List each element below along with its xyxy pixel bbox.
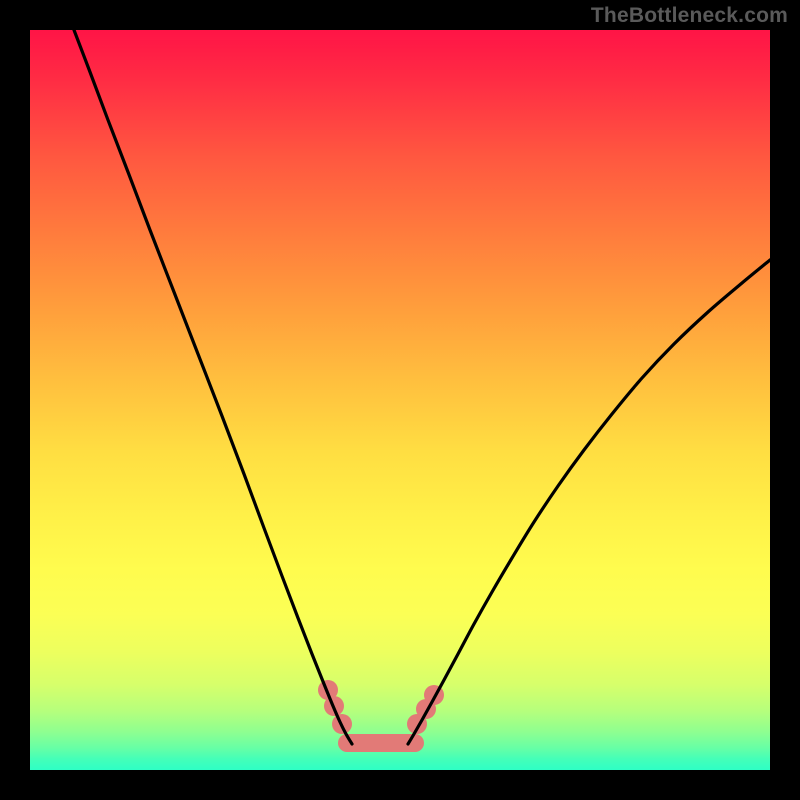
attention-markers <box>318 680 444 734</box>
chart-frame: { "watermark": { "text": "TheBottleneck.… <box>0 0 800 800</box>
curve-right-branch <box>408 260 770 744</box>
curve-left-branch <box>74 30 352 744</box>
watermark-text: TheBottleneck.com <box>591 4 788 28</box>
curve-layer <box>30 30 770 770</box>
plot-area <box>30 30 770 770</box>
